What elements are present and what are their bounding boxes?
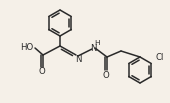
- Text: N: N: [90, 43, 96, 53]
- Text: N: N: [75, 54, 81, 64]
- Text: O: O: [103, 70, 109, 80]
- Text: Cl: Cl: [155, 53, 163, 62]
- Text: H: H: [94, 40, 100, 46]
- Text: O: O: [39, 67, 45, 77]
- Text: HO: HO: [20, 43, 34, 52]
